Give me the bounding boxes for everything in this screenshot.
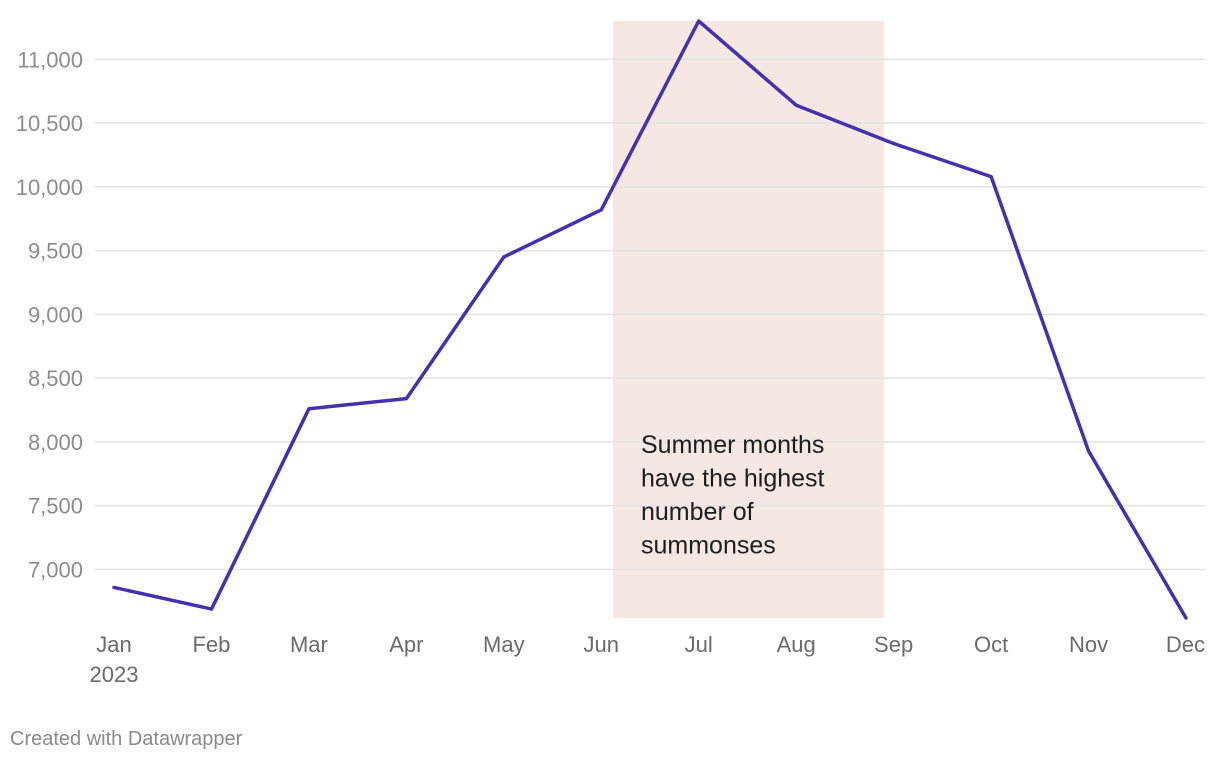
x-tick-label: Feb	[192, 632, 230, 657]
annotation: Summer months have the highest number of su…	[641, 431, 825, 560]
x-axis-tick-labels: Jan Feb Mar Apr May Jun Jul Aug Sep Oct Nov Dec 2023	[90, 632, 1205, 687]
x-tick-label: Dec	[1166, 632, 1205, 657]
y-tick-label: 11,000	[17, 47, 83, 72]
y-tick-label: 10,500	[16, 111, 83, 136]
gridlines	[95, 58, 1205, 571]
x-tick-label: Apr	[389, 632, 423, 657]
y-tick-label: 10,000	[16, 175, 83, 200]
credit-text: Created with Datawrapper	[10, 728, 243, 750]
x-tick-label: May	[483, 632, 525, 657]
x-tick-label: Mar	[290, 632, 328, 657]
y-tick-label: 7,500	[28, 494, 83, 519]
y-axis-tick-labels: 7,000 7,500 8,000 8,500 9,000 9,500 10,000 10,5…	[16, 47, 83, 582]
x-tick-label: Jul	[685, 632, 713, 657]
x-tick-label: Sep	[874, 632, 913, 657]
annotation-line: summonses	[641, 532, 776, 560]
x-tick-label: Jan	[96, 632, 131, 657]
x-tick-label: Jun	[584, 632, 619, 657]
annotation-line: number of	[641, 498, 754, 526]
y-tick-label: 9,000	[28, 302, 83, 327]
annotation-line: Summer months	[641, 431, 824, 459]
x-tick-label: Nov	[1069, 632, 1108, 657]
y-tick-label: 7,000	[28, 558, 83, 583]
x-tick-label: Oct	[974, 632, 1008, 657]
y-tick-label: 8,500	[28, 366, 83, 391]
x-year-label: 2023	[90, 662, 139, 687]
annotation-line: have the highest	[641, 465, 825, 493]
y-tick-label: 9,500	[28, 239, 83, 264]
y-tick-label: 8,000	[28, 430, 83, 455]
series-line	[112, 19, 1188, 620]
x-tick-label: Aug	[777, 632, 816, 657]
series-layer	[112, 19, 1188, 620]
